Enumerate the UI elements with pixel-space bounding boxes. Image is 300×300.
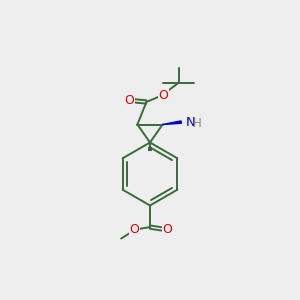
- Text: O: O: [159, 89, 168, 102]
- Text: O: O: [124, 94, 134, 107]
- Text: O: O: [129, 223, 139, 236]
- Text: N: N: [186, 116, 196, 129]
- Text: H: H: [193, 116, 201, 130]
- Polygon shape: [163, 121, 182, 124]
- Text: O: O: [162, 223, 172, 236]
